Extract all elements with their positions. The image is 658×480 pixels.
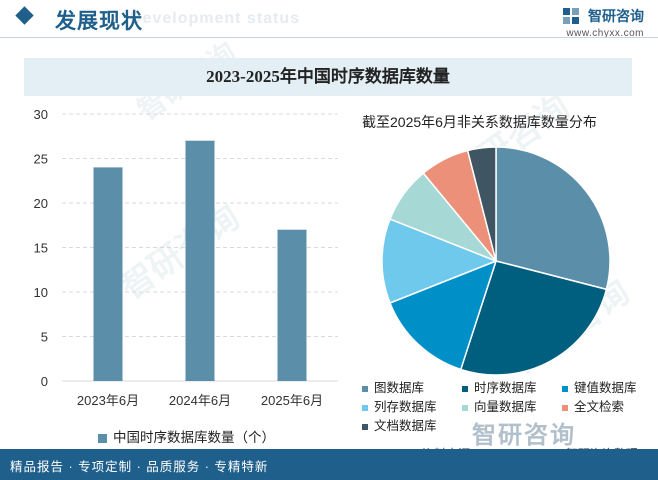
- pie-slice: [389, 172, 497, 262]
- header: Development status 发展现状 智研咨询 www.chyxx.c…: [0, 0, 658, 42]
- legend-marker: [562, 385, 568, 392]
- pie-slice: [466, 146, 497, 262]
- legend-marker: [462, 385, 468, 392]
- legend-label: 向量数据库: [474, 400, 537, 414]
- legend-marker: [562, 404, 568, 411]
- y-tick-label: 25: [34, 152, 48, 167]
- y-tick-label: 10: [34, 285, 48, 300]
- legend-marker: [362, 404, 368, 411]
- x-tick-label: 2023年6月: [77, 393, 139, 408]
- y-tick-label: 30: [34, 107, 48, 122]
- watermark-logo: 智研咨询: [472, 422, 576, 449]
- legend-marker: [362, 423, 368, 430]
- bar: [277, 229, 307, 381]
- pie-legend-item: 键值数据库: [562, 377, 637, 396]
- pie-chart-title: 截至2025年6月非关系数据库数量分布: [362, 114, 597, 130]
- legend-label: 图数据库: [374, 381, 425, 395]
- x-tick-label: 2024年6月: [169, 393, 231, 408]
- pie-legend-item: 图数据库: [362, 377, 424, 396]
- pie-slice: [459, 260, 608, 376]
- legend-label: 文档数据库: [374, 419, 437, 433]
- y-tick-label: 5: [41, 330, 48, 345]
- bar: [93, 167, 123, 381]
- header-ghost-text: Development status: [130, 10, 301, 27]
- pie-legend-item: 向量数据库: [462, 396, 537, 415]
- y-tick-label: 0: [41, 374, 48, 389]
- watermark: 智研咨询: [443, 87, 577, 197]
- page-title: 发展现状: [55, 10, 143, 33]
- header-divider: [0, 37, 658, 38]
- legend-label: 键值数据库: [574, 381, 637, 395]
- bar-chart: 0 5 10 15 20 25 30 2023年6月 2024年6月 2025年6月: [34, 107, 338, 408]
- brand-logo-icon: [562, 8, 579, 24]
- bar-legend-swatch: [98, 433, 107, 443]
- bar: [185, 140, 215, 381]
- pie-slice: [422, 149, 497, 262]
- brand-url: www.chyxx.com: [566, 28, 644, 39]
- pie-legend-item: 列存数据库: [362, 396, 437, 415]
- pie-slice: [389, 259, 498, 371]
- chart-title: 2023-2025年中国时序数据库数量: [206, 67, 450, 86]
- chart-title-bar: 2023-2025年中国时序数据库数量: [24, 58, 632, 96]
- pie-slice: [495, 146, 611, 291]
- legend-label: 全文检索: [574, 400, 625, 414]
- legend-label: 列存数据库: [374, 400, 437, 414]
- pie-legend-item: 全文检索: [562, 396, 624, 415]
- pie-legend-item: 时序数据库: [462, 377, 537, 396]
- x-tick-label: 2025年6月: [261, 393, 323, 408]
- watermark: 智研咨询: [503, 272, 637, 382]
- bar-legend: 中国时序数据库数量（个）: [98, 426, 275, 446]
- y-tick-label: 15: [34, 241, 48, 256]
- y-tick-label: 20: [34, 196, 48, 211]
- footer-bar: 精品报告 · 专项定制 · 品质服务 · 专精特新: [0, 449, 658, 480]
- legend-marker: [462, 404, 468, 411]
- pie-slice: [381, 218, 499, 304]
- pie-legend-item: 文档数据库: [362, 415, 437, 434]
- legend-label: 时序数据库: [474, 381, 537, 395]
- legend-marker: [362, 385, 368, 392]
- bar-legend-label: 中国时序数据库数量（个）: [113, 430, 275, 445]
- brand-name: 智研咨询: [588, 8, 644, 24]
- footer-tagline: 精品报告 · 专项定制 · 品质服务 · 专精特新: [10, 460, 269, 474]
- brand: 智研咨询 www.chyxx.com: [562, 6, 644, 39]
